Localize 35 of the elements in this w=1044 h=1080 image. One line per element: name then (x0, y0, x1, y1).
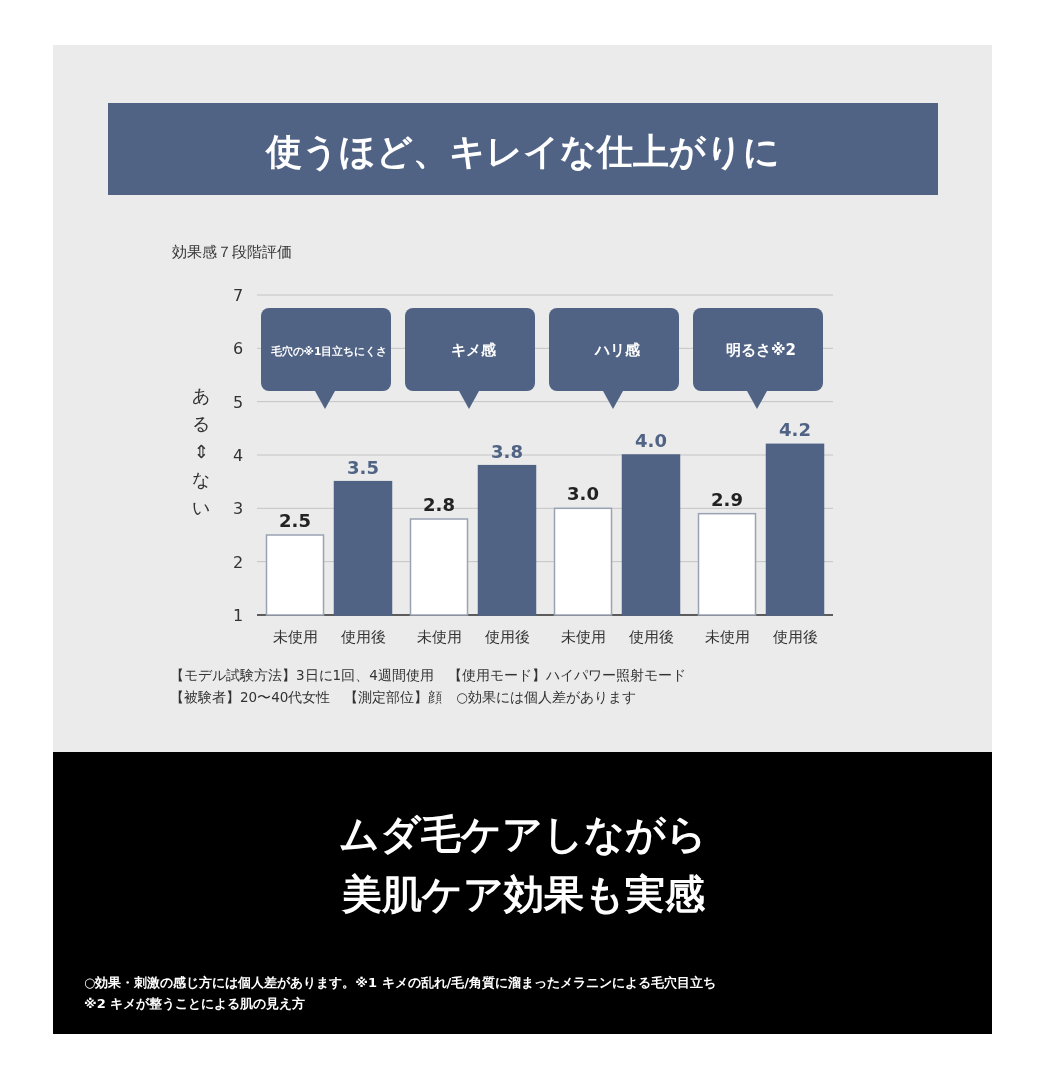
text: 未使用 (560, 628, 606, 646)
y-tick-label: 6 (232, 339, 244, 359)
y-tick-label: 2 (232, 552, 244, 572)
text: 未使用 (704, 628, 750, 646)
text: 使用後 (772, 628, 818, 646)
series-label: 未使用 (272, 628, 318, 646)
data-label: 3.8 (491, 440, 523, 462)
text: ムダ毛ケアしながら (339, 811, 707, 857)
text: 未使用 (416, 628, 462, 646)
data-label: 4.2 (779, 419, 811, 441)
y-axis-title: ある⇕ない (192, 385, 210, 518)
x-tick-label: 毛穴の※1目立ちにくさ (269, 345, 388, 358)
data-label: 3.5 (347, 456, 379, 478)
text: 【モデル試験方法】3日に1回、4週間使用 【使用モード】ハイパワー照射モード (170, 667, 686, 683)
text: 使用後 (484, 628, 530, 646)
data-label: 2.5 (279, 510, 311, 531)
y-tick-label: 1 (232, 606, 244, 625)
y-tick-label: 5 (232, 392, 244, 412)
text: 美肌ケア効果も実感 (340, 871, 706, 917)
y-tick-label: 7 (232, 286, 244, 305)
x-tick-label: ハリ感 (593, 341, 641, 359)
y-tick-label: 3 (232, 499, 244, 519)
text: ○効果・刺激の感じ方には個人差があります。※1 キメの乱れ/毛/角質に溜まったメラニンによる毛穴目立ち ※2 キメが整うことによる肌の見え方 (84, 975, 717, 1011)
text: 【被験者】20〜40代女性 【測定部位】顔 ○効果には個人差があります (170, 689, 637, 705)
data-label: 2.8 (423, 494, 455, 515)
chart-title: 使うほど、キレイな仕上がりに (264, 131, 780, 172)
text: 使用後 (628, 628, 674, 646)
data-label: 2.9 (711, 488, 743, 510)
x-tick-label: キメ感 (450, 341, 497, 359)
chart-subtitle: 効果感７段階評価 (172, 243, 292, 261)
x-tick-label: 明るさ※2 (725, 341, 797, 359)
data-label: 3.0 (567, 483, 599, 505)
data-label: 4.0 (635, 430, 667, 451)
series-label: 使用後 (340, 628, 386, 646)
y-tick-label: 4 (232, 446, 244, 465)
